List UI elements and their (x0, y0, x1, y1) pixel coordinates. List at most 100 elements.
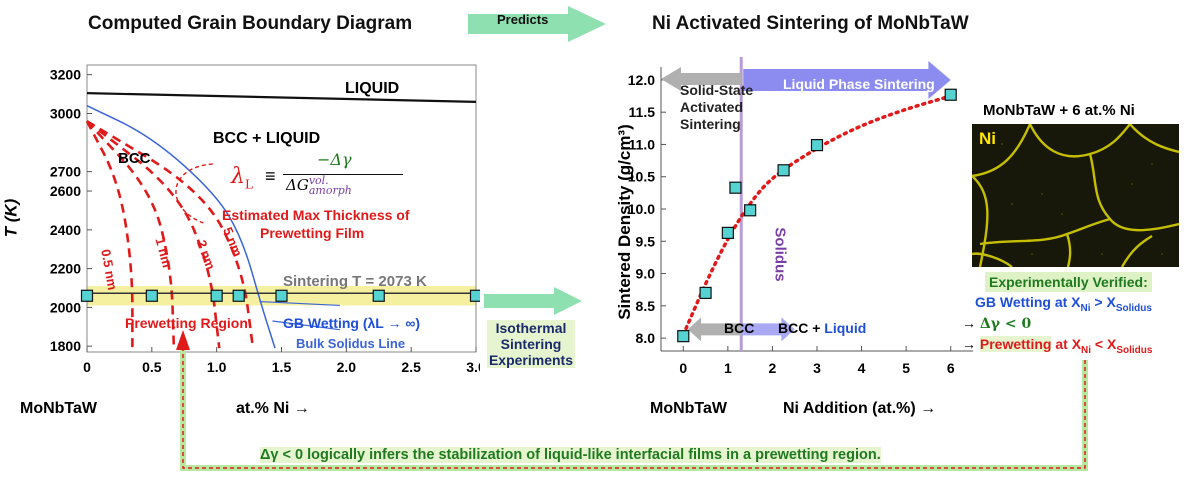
lambda-formula: λL ≡ −Δγ ΔG vol. amorph (231, 150, 421, 200)
right-point-4 (744, 204, 757, 217)
denominator-delta: Δ (286, 176, 297, 194)
lambda-char: λ (231, 164, 245, 189)
denominator-g: G (296, 176, 309, 194)
left-marker-5 (372, 289, 385, 302)
region-liquid: LIQUID (345, 80, 400, 97)
max-thickness-line2: Prewetting Film (260, 225, 365, 241)
solid-state-arrow (661, 67, 742, 91)
left-series-3 (86, 120, 176, 349)
right-point-6 (810, 138, 824, 152)
right-ytick-label-8: 12.0 (628, 72, 655, 88)
right-xtick-label-4: 4 (858, 360, 866, 376)
left-marker-3 (232, 289, 245, 302)
isothermal-line2: Sintering (500, 336, 562, 352)
region-bcc: BCC (118, 150, 151, 167)
right-point-5 (777, 164, 790, 177)
left-marker-4 (275, 289, 288, 302)
equiv-symbol: ≡ (265, 166, 276, 186)
liquid-phase-arrow (743, 61, 951, 99)
right-ytick-label-1: 8.5 (636, 298, 656, 314)
left-marker-1 (145, 289, 158, 302)
verified-line1-a: GB Wetting at X (975, 294, 1081, 310)
denominator-scripts: vol. amorph (308, 175, 352, 197)
left-marker-6 (469, 289, 480, 302)
solid-state-line2: Activated (680, 99, 744, 115)
left-ytick-label-1: 2000 (50, 299, 81, 315)
right-point-1 (699, 286, 712, 300)
left-series-5 (86, 120, 255, 349)
right-ytick-label-3: 9.5 (636, 233, 656, 249)
left-ytick-label-3: 2400 (50, 222, 81, 238)
predicts-label: Predicts (497, 12, 549, 27)
verified-title: Experimentally Verified: (985, 272, 1152, 292)
bcc-arrow (687, 317, 742, 342)
verified-line3-c: Ni (1081, 344, 1092, 356)
prewetting-label: Prewetting Region (125, 315, 248, 331)
right-xtick-label-6: 6 (947, 360, 955, 376)
left-xtick-label-5: 2.5 (401, 359, 421, 375)
left-ytick-label-2: 2200 (50, 261, 81, 277)
feedback-path (176, 330, 1088, 471)
feedback-arrowhead (176, 330, 190, 350)
isothermal-arrow (484, 287, 584, 315)
left-xtick-label-2: 1.0 (207, 359, 227, 375)
predicts-arrow (468, 6, 608, 42)
verified-line1-c: > X (1090, 294, 1116, 310)
right-point-2 (721, 226, 734, 239)
isothermal-line3: Experiments (488, 352, 574, 368)
verified-line1: GB Wetting at XNi > XSolidus (975, 292, 1152, 319)
isothermal-arrow-shape (484, 287, 582, 315)
micrograph-title: MoNbTaW + 6 at.% Ni (983, 102, 1135, 119)
gb-wetting-pointer (259, 300, 340, 307)
right-title: Ni Activated Sintering of MoNbTaW (652, 13, 969, 34)
left-ytick-label-0: 1800 (50, 338, 81, 354)
formula-fraction-bar (283, 174, 403, 175)
left-ytick-label-6: 3000 (50, 105, 81, 121)
left-series-2 (85, 120, 134, 349)
right-ytick-label-2: 9.0 (636, 266, 656, 282)
right-ytick-label-4: 10.0 (628, 201, 655, 217)
verified-line2-text: Δγ < 0 (979, 316, 1032, 332)
left-marker-0 (80, 289, 94, 302)
left-xtick-label-4: 2.0 (337, 359, 357, 375)
lambda-symbol: λL (231, 164, 253, 191)
lambda-sub: L (244, 177, 253, 192)
isothermal-line1: Isothermal (495, 320, 567, 336)
left-xtick-label-1: 0.5 (142, 359, 162, 375)
right-bcc-liquid-label: BCC + Liquid (778, 320, 866, 336)
liquid-text: Liquid (824, 320, 867, 336)
gb-wetting-label: GB Wetting (λL → ∞) (283, 315, 421, 331)
verified-line3-arrow: → (962, 336, 980, 352)
liquid-phase-label: Liquid Phase Sintering (783, 76, 935, 92)
left-title: Computed Grain Boundary Diagram (88, 13, 413, 34)
isothermal-text: Isothermal Sintering Experiments (487, 320, 575, 368)
denominator-sub: amorph (308, 184, 352, 197)
micrograph-element-label: Ni (979, 129, 996, 148)
left-xtick-label-6: 3.0 (466, 359, 480, 375)
right-bcc-label: BCC (724, 320, 755, 336)
left-xtick-label-0: 0 (83, 359, 91, 375)
right-xtick-label-3: 3 (813, 360, 821, 376)
left-ytick-label-5: 2700 (50, 164, 81, 180)
thickness-pointer (175, 163, 213, 225)
eds-micrograph (972, 124, 1179, 267)
solid-state-line3: Sintering (680, 116, 741, 132)
sintered-density-chart: 8.0 8.5 9.0 9.5 10.0 10.5 11.0 11.5 12.0 0 1 2 3 4 5 6 (628, 57, 973, 376)
solidus-pointer (272, 320, 340, 331)
grain-boundary-diagram: 1800 2000 2200 2400 2600 2700 3000 3200 0 0.5 1.0 1… (50, 64, 480, 375)
verified-line3: → Prewetting at XNi < XSolidus (962, 334, 1152, 361)
verified-line3-b: at X (1051, 336, 1082, 352)
right-xtick-label-5: 5 (902, 360, 910, 376)
left-series-1 (86, 105, 276, 349)
left-xlabel: at.% Ni → (236, 400, 310, 417)
bcc-plus-text: BCC + (778, 320, 825, 336)
verified-line3-a: Prewetting (979, 336, 1052, 352)
verified-line3-d: < X (1091, 336, 1117, 352)
left-xlabel-left: MoNbTaW (20, 400, 98, 417)
formula-denominator: ΔG vol. amorph (286, 175, 352, 197)
left-series-0 (86, 92, 477, 103)
right-ytick-label-7: 11.5 (629, 104, 656, 120)
bcc-liquid-arrow (741, 317, 795, 342)
verified-line1-b: Ni (1080, 302, 1091, 314)
